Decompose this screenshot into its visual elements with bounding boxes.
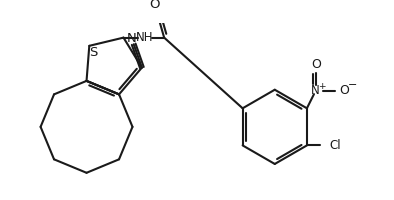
Text: O: O	[339, 84, 349, 97]
Text: Cl: Cl	[329, 139, 341, 152]
Text: −: −	[348, 80, 357, 90]
Text: +: +	[318, 82, 326, 91]
Text: N: N	[127, 32, 137, 45]
Text: N: N	[311, 84, 320, 97]
Text: O: O	[149, 0, 160, 11]
Text: NH: NH	[136, 31, 153, 44]
Text: O: O	[311, 58, 321, 71]
Text: S: S	[89, 46, 97, 59]
